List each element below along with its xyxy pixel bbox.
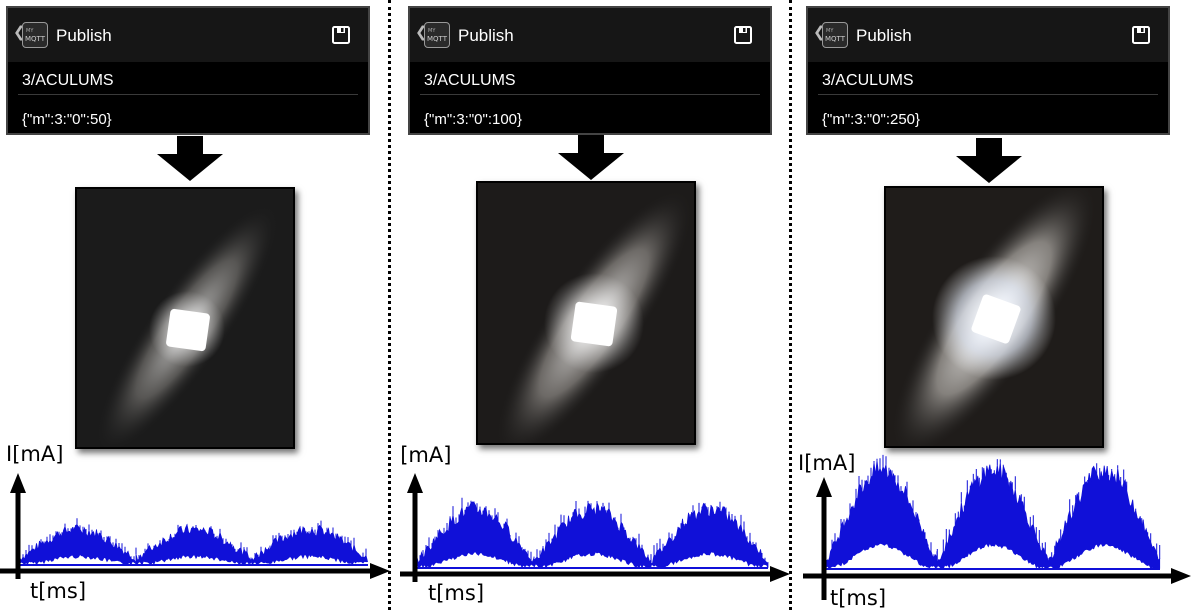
panel-divider-1 <box>388 0 391 610</box>
app-title: Publish <box>458 26 514 45</box>
y-axis-arrowhead <box>816 477 832 497</box>
mymqtt-logo-icon: MY MQTT <box>424 22 450 48</box>
app-screen: ❮ MY MQTT Publish 3/ACULUMS {"m":3:"0":5… <box>6 6 370 135</box>
panel-pwm-250: ❮ MY MQTT Publish 3/ACULUMS {"m":3:"0":2… <box>800 0 1192 610</box>
y-axis-label: I[mA] <box>400 443 451 467</box>
current-noise-1-2 <box>135 524 251 561</box>
message-field[interactable]: {"m":3:"0":50} <box>22 111 112 128</box>
message-field[interactable]: {"m":3:"0":100} <box>424 111 523 128</box>
current-arch-1-3 <box>251 524 368 566</box>
topic-field[interactable]: 3/ACULUMS <box>822 72 914 89</box>
app-screen: ❮ MY MQTT Publish 3/ACULUMS {"m":3:"0":2… <box>806 6 1170 135</box>
current-arch-1-1 <box>19 524 136 566</box>
x-axis-label: t[ms] <box>830 586 886 610</box>
topic-underline <box>18 94 358 95</box>
svg-text:MY: MY <box>826 28 834 34</box>
floppy-disk-icon[interactable] <box>332 26 350 44</box>
x-axis-label: t[ms] <box>30 579 86 603</box>
down-arrow-icon <box>558 135 624 180</box>
y-axis-arrowhead <box>10 473 26 493</box>
floppy-disk-icon[interactable] <box>1132 26 1150 44</box>
y-axis-label: I[mA] <box>800 451 855 475</box>
y-axis-label: I[mA] <box>6 445 63 466</box>
x-axis-arrowhead <box>770 566 790 582</box>
current-plot-2: I[mA] t[ms] <box>400 443 790 605</box>
topic-field[interactable]: 3/ACULUMS <box>424 72 516 89</box>
x-axis-arrowhead <box>370 563 390 579</box>
panel-divider-2 <box>789 0 792 610</box>
app-title: Publish <box>56 26 112 45</box>
current-noise-2-2 <box>533 500 652 561</box>
down-arrow-icon <box>956 138 1022 183</box>
app-bar: ❮ MY MQTT Publish <box>808 8 1168 62</box>
app-bar: ❮ MY MQTT Publish <box>410 8 770 62</box>
y-axis-arrowhead <box>407 473 423 493</box>
down-arrow-icon <box>157 136 223 181</box>
topic-underline <box>818 94 1158 95</box>
app-screen: ❮ MY MQTT Publish 3/ACULUMS {"m":3:"0":1… <box>408 6 772 135</box>
light-photo <box>884 186 1104 448</box>
x-axis-label: t[ms] <box>428 581 484 605</box>
app-title: Publish <box>856 26 912 45</box>
message-field[interactable]: {"m":3:"0":250} <box>822 111 921 128</box>
panel-pwm-100: ❮ MY MQTT Publish 3/ACULUMS {"m":3:"0":1… <box>400 0 792 610</box>
mymqtt-logo-icon: MY MQTT <box>22 22 48 48</box>
current-plot-3: I[mA] t[ms] <box>800 451 1191 610</box>
floppy-disk-icon[interactable] <box>734 26 752 44</box>
svg-text:MQTT: MQTT <box>25 35 46 43</box>
current-arch-3-1 <box>825 460 938 570</box>
topic-underline <box>420 94 760 95</box>
current-noise-1-3 <box>251 520 367 559</box>
current-arch-3-3 <box>1048 465 1161 569</box>
current-arch-1-2 <box>135 523 252 566</box>
current-noise-2-3 <box>650 501 769 564</box>
mymqtt-logo-icon: MY MQTT <box>822 22 848 48</box>
topic-field[interactable]: 3/ACULUMS <box>22 72 114 89</box>
svg-text:MQTT: MQTT <box>427 35 448 43</box>
panel-pwm-50: ❮ MY MQTT Publish 3/ACULUMS {"m":3:"0":5… <box>0 0 392 610</box>
light-photo <box>476 181 696 445</box>
light-photo <box>75 187 295 449</box>
current-plot-1: I[mA] t[ms] <box>0 445 390 603</box>
svg-text:MY: MY <box>26 28 34 34</box>
svg-text:MQTT: MQTT <box>825 35 846 43</box>
app-bar: ❮ MY MQTT Publish <box>8 8 368 62</box>
x-axis-arrowhead <box>1171 568 1191 584</box>
current-noise-3-2 <box>936 459 1049 563</box>
current-arch-2-2 <box>533 501 652 569</box>
svg-text:MY: MY <box>428 28 436 34</box>
current-arch-3-2 <box>936 462 1049 570</box>
current-noise-3-3 <box>1048 463 1161 559</box>
